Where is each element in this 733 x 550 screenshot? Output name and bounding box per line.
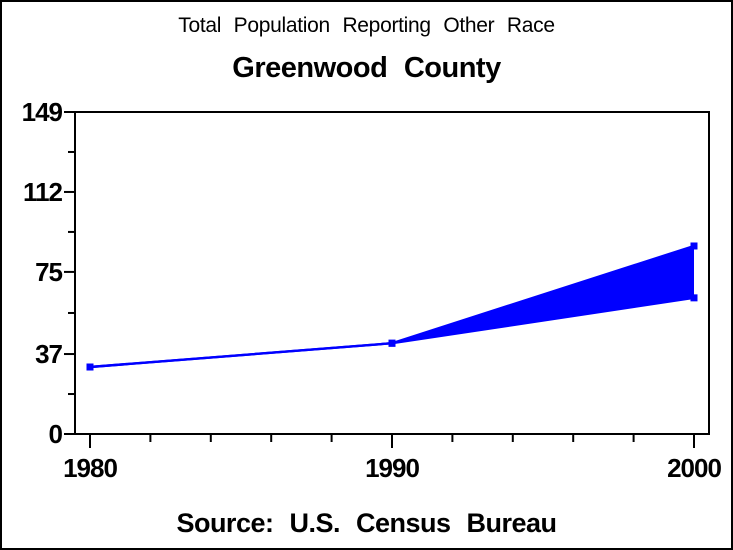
band-fill bbox=[90, 245, 694, 368]
chart-subtitle: Greenwood County bbox=[232, 52, 501, 84]
y-tick-label: 112 bbox=[23, 177, 62, 207]
x-tick-label: 1990 bbox=[365, 453, 419, 483]
x-tick-label: 1980 bbox=[63, 453, 117, 483]
data-marker bbox=[690, 294, 698, 302]
data-marker bbox=[388, 339, 396, 347]
data-marker bbox=[86, 363, 94, 371]
chart-title: Total Population Reporting Other Race bbox=[178, 14, 555, 37]
y-tick-label: 75 bbox=[35, 257, 62, 287]
source-note: Source: U.S. Census Bureau bbox=[176, 508, 557, 538]
x-tick-label: 2000 bbox=[667, 453, 721, 483]
y-tick-label: 149 bbox=[22, 97, 63, 127]
y-tick-label: 0 bbox=[49, 419, 63, 449]
data-marker bbox=[690, 242, 698, 250]
y-tick-label: 37 bbox=[35, 339, 62, 369]
